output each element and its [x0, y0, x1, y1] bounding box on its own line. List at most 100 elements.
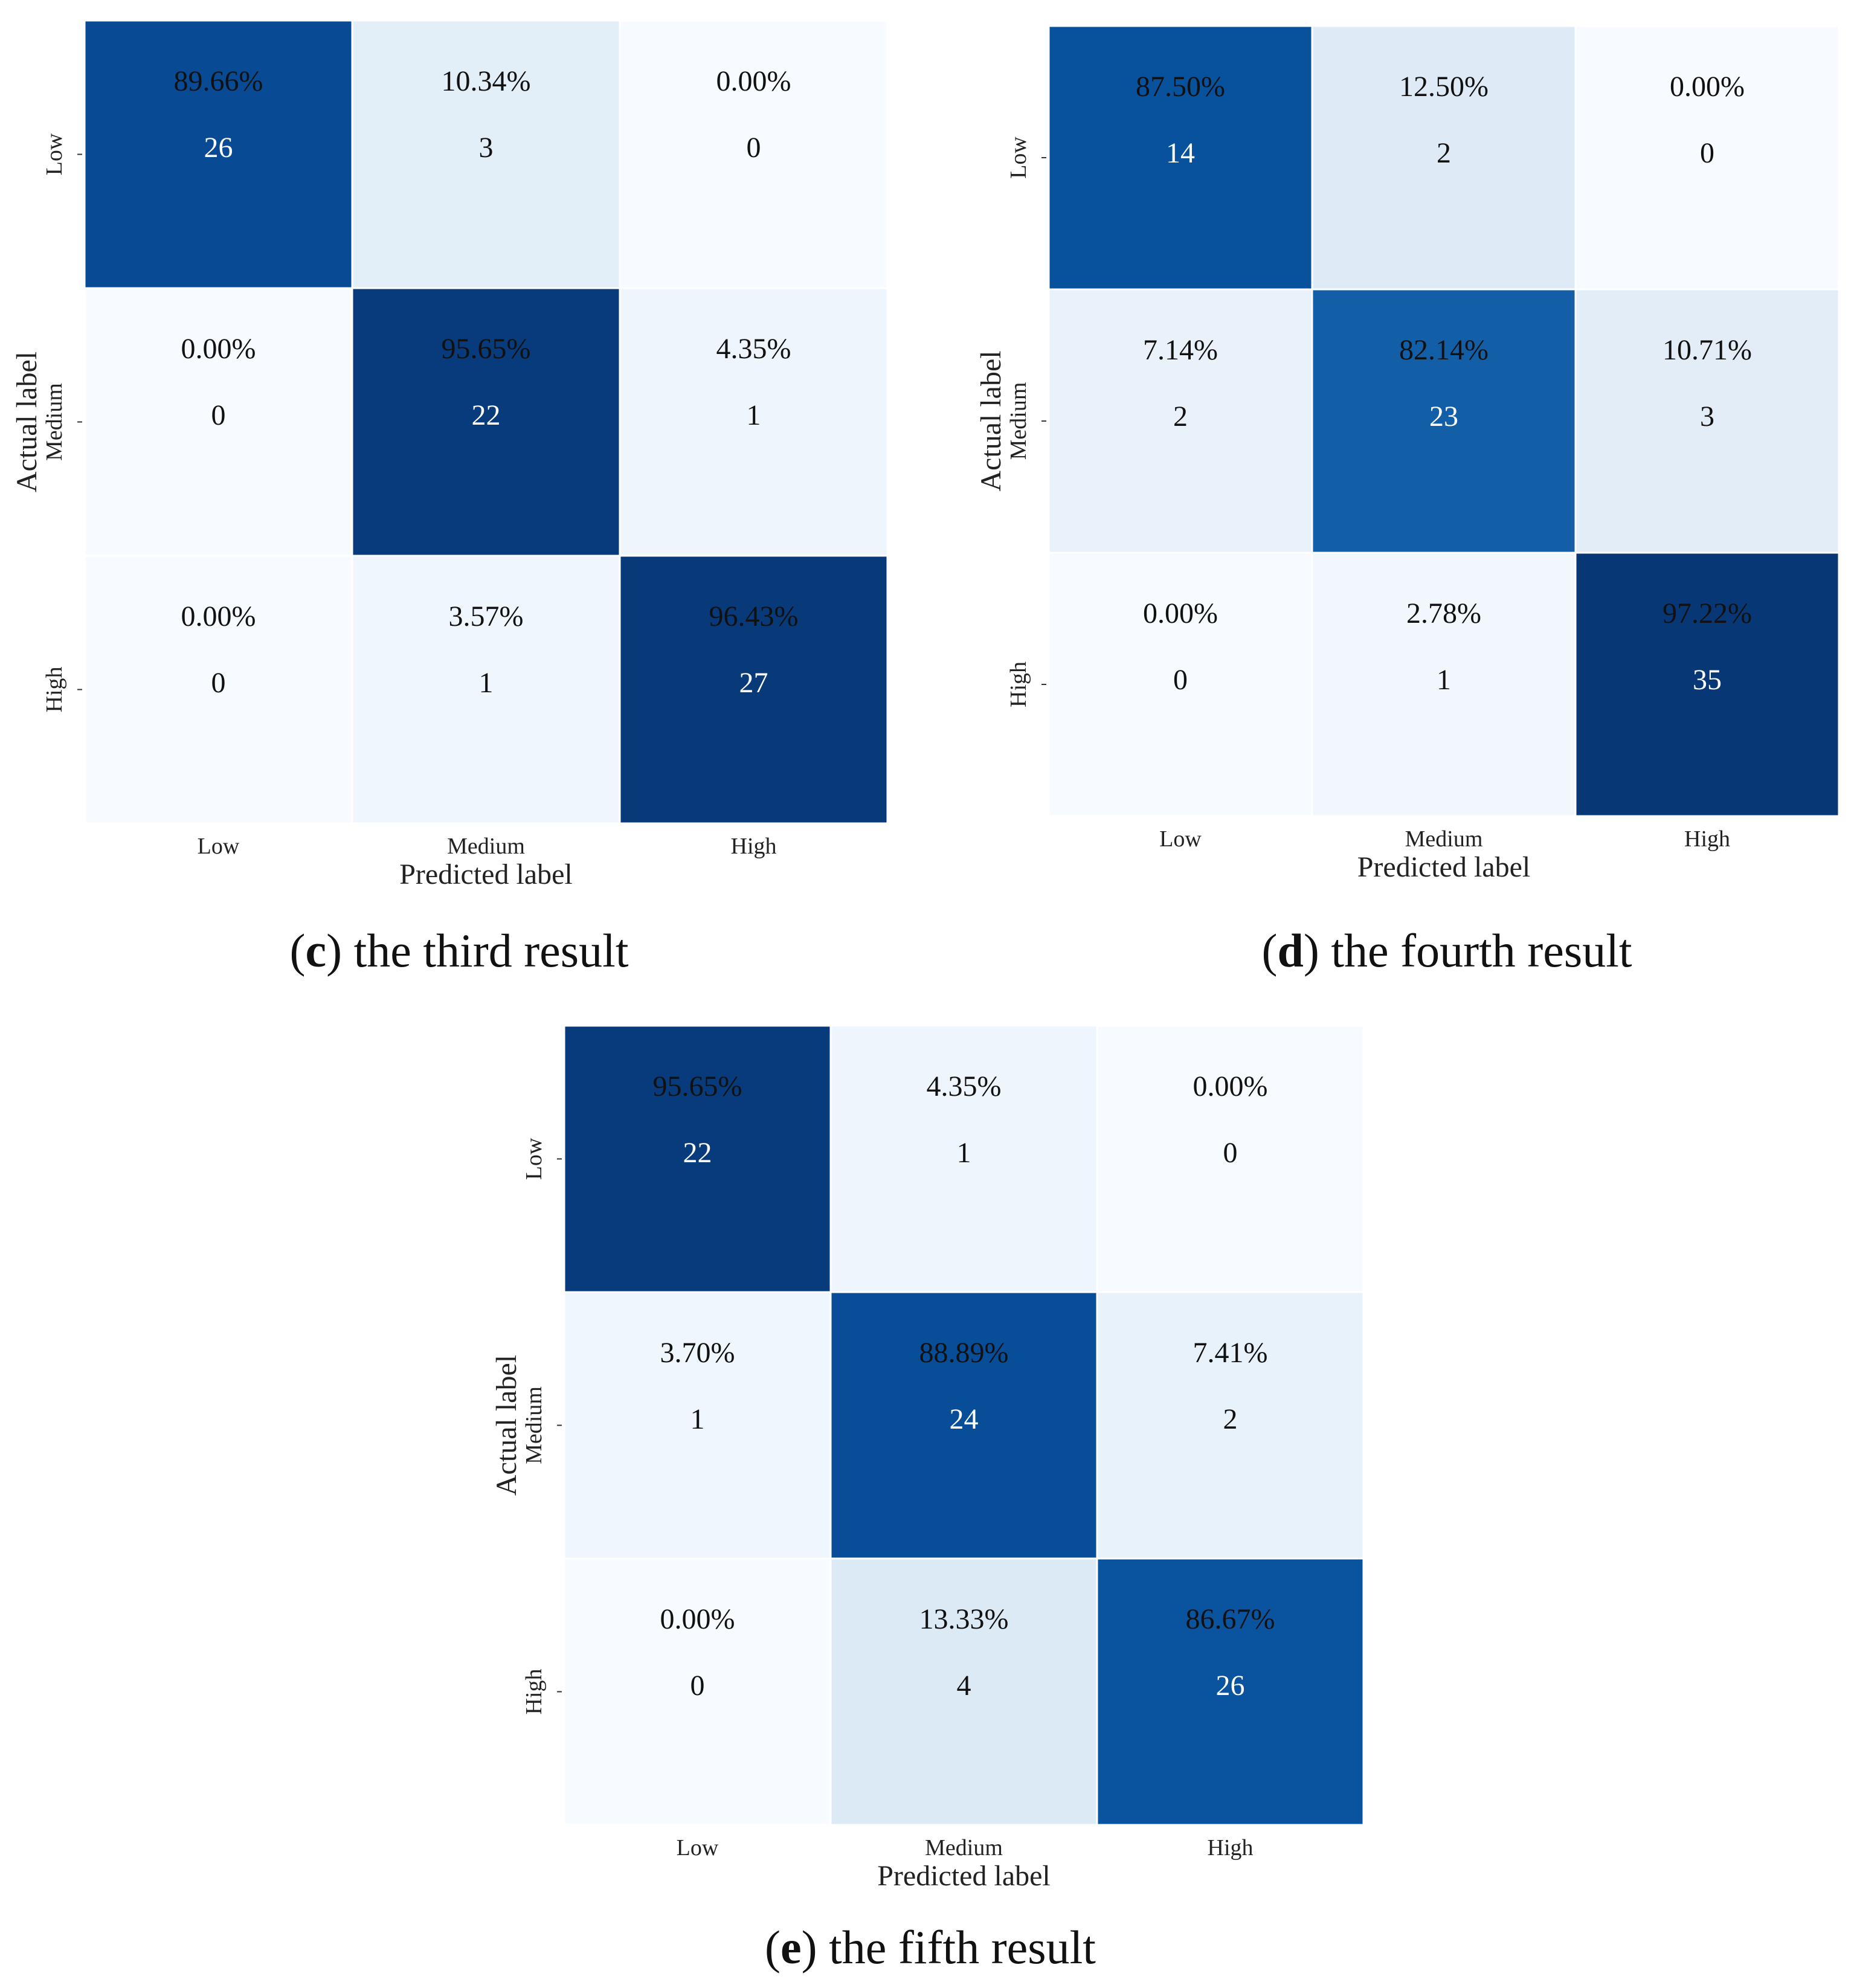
x-tick-label: High [731, 834, 777, 859]
cell-count-label: 24 [950, 1403, 979, 1435]
x-tick-label: Medium [1405, 826, 1483, 852]
cell-count-label: 2 [1173, 400, 1188, 433]
y-tick-label: Low [42, 133, 67, 175]
x-tick-label: Low [1159, 826, 1202, 852]
cell-count-label: 2 [1223, 1403, 1238, 1435]
cell-count-label: 3 [1700, 400, 1714, 433]
caption-paren-open: ( [765, 1921, 781, 1974]
cell-percentage-label: 0.00% [716, 65, 791, 97]
cell-count-label: 1 [479, 667, 494, 699]
cell-percentage-label: 82.14% [1399, 334, 1489, 366]
cell-percentage-label: 0.00% [1670, 71, 1745, 103]
heatmap-cell [829, 1025, 1098, 1293]
heatmap-cell [1048, 288, 1313, 554]
cell-count-label: 1 [747, 399, 761, 431]
heatmap-cell [83, 555, 353, 825]
heatmap-cell [829, 1557, 1098, 1826]
heatmap-cell [1048, 25, 1313, 291]
cell-count-label: 0 [211, 399, 226, 431]
x-tick-label: High [1208, 1835, 1254, 1861]
cell-count-label: 35 [1693, 664, 1722, 696]
cell-percentage-label: 12.50% [1399, 71, 1489, 103]
heatmap-cell [1096, 1025, 1365, 1293]
caption-text: the fourth result [1331, 924, 1632, 977]
cell-count-label: 0 [211, 667, 226, 699]
cell-count-label: 22 [683, 1137, 712, 1169]
heatmap-cell [1096, 1291, 1365, 1560]
heatmap-cell [1311, 288, 1577, 554]
cell-percentage-label: 88.89% [919, 1337, 1009, 1369]
caption-letter: d [1277, 924, 1303, 977]
x-tick-label: High [1684, 826, 1730, 852]
cell-count-label: 0 [690, 1670, 705, 1702]
heatmap-cell [83, 287, 353, 557]
cell-count-label: 0 [1700, 137, 1714, 169]
x-tick-label: Low [677, 1835, 719, 1861]
heatmap-cell [1048, 552, 1313, 817]
y-tick-label: High [42, 667, 67, 713]
cell-percentage-label: 95.65% [442, 333, 531, 365]
confusion-matrix-panel-c: 89.66% 26 10.34% 3 0.00% 0 0.00% 0 95.65% 22 4.35%… [11, 19, 889, 977]
cell-count-label: 2 [1437, 137, 1451, 169]
cell-percentage-label: 0.00% [181, 600, 256, 632]
panel-caption: (c) the third result [290, 924, 629, 977]
cell-percentage-label: 0.00% [181, 333, 256, 365]
cell-count-label: 0 [1173, 664, 1188, 696]
y-tick-label: Low [521, 1137, 547, 1180]
cell-count-label: 4 [957, 1670, 971, 1702]
y-tick-label: Medium [42, 383, 67, 461]
y-tick-label: High [521, 1669, 547, 1715]
y-axis-label: Actual label [975, 350, 1007, 491]
heatmap-cell [351, 555, 621, 825]
panel-caption: (d) the fourth result [1261, 924, 1632, 977]
caption-paren-close: ) [326, 924, 353, 977]
cell-count-label: 1 [690, 1403, 705, 1435]
cell-percentage-label: 97.22% [1662, 597, 1752, 629]
cell-percentage-label: 4.35% [927, 1070, 1002, 1102]
cell-count-label: 23 [1429, 400, 1458, 433]
cell-percentage-label: 10.71% [1662, 334, 1752, 366]
cell-count-label: 26 [1216, 1670, 1245, 1702]
cell-percentage-label: 0.00% [1143, 597, 1218, 629]
cell-percentage-label: 95.65% [653, 1070, 742, 1102]
heatmap-cell [1096, 1557, 1365, 1826]
cell-percentage-label: 87.50% [1136, 71, 1225, 103]
caption-text: the fifth result [829, 1921, 1096, 1974]
y-tick-label: Medium [521, 1386, 547, 1464]
cell-count-label: 0 [747, 132, 761, 164]
heatmap-cell [351, 19, 621, 289]
cell-percentage-label: 86.67% [1186, 1603, 1275, 1635]
caption-paren-close: ) [802, 1921, 829, 1974]
panel-caption: (e) the fifth result [765, 1921, 1096, 1974]
heatmap-cell [619, 287, 889, 557]
cell-count-label: 1 [957, 1137, 971, 1169]
caption-paren-open: ( [1261, 924, 1277, 977]
cell-count-label: 3 [479, 132, 494, 164]
caption-paren-close: ) [1304, 924, 1331, 977]
x-axis-label: Predicted label [399, 858, 573, 890]
y-tick-label: Medium [1006, 382, 1031, 460]
x-tick-label: Medium [925, 1835, 1003, 1861]
x-axis-label: Predicted label [1357, 851, 1531, 883]
heatmap-cell [619, 555, 889, 825]
caption-letter: e [781, 1921, 802, 1974]
cell-count-label: 14 [1166, 137, 1195, 169]
x-tick-label: Low [198, 834, 240, 859]
cell-percentage-label: 3.57% [449, 600, 524, 632]
heatmap-cell [1574, 552, 1840, 817]
cell-percentage-label: 2.78% [1406, 597, 1481, 629]
y-tick-label: High [1006, 661, 1031, 707]
heatmap-cell [1574, 288, 1840, 554]
y-tick-label: Low [1006, 137, 1031, 179]
cell-count-label: 0 [1223, 1137, 1238, 1169]
cell-percentage-label: 0.00% [1193, 1070, 1268, 1102]
cell-count-label: 27 [739, 667, 768, 699]
cell-percentage-label: 7.14% [1143, 334, 1218, 366]
cell-percentage-label: 10.34% [442, 65, 531, 97]
x-tick-label: Medium [447, 834, 525, 859]
y-axis-label: Actual label [11, 352, 43, 492]
heatmap-cell [83, 19, 353, 289]
cell-percentage-label: 96.43% [709, 600, 799, 632]
cell-percentage-label: 7.41% [1193, 1337, 1268, 1369]
cell-count-label: 1 [1437, 664, 1451, 696]
